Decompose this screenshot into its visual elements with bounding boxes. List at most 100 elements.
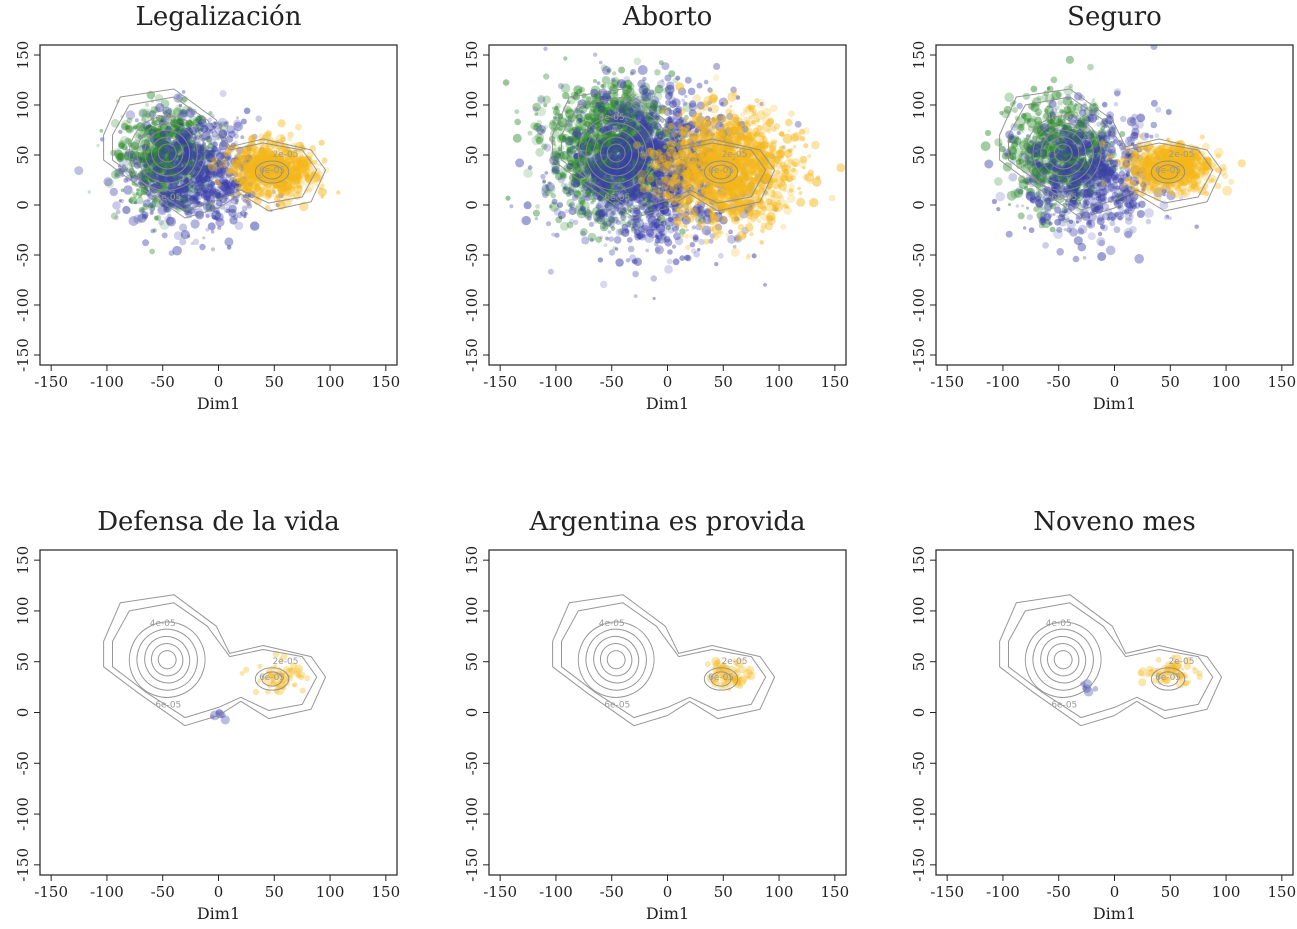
green-point: [142, 108, 152, 118]
yellow-point: [211, 156, 218, 164]
blue-point: [551, 232, 556, 237]
blue-point: [236, 116, 239, 120]
blue-point: [190, 174, 200, 185]
yellow-point: [268, 175, 277, 184]
blue-point: [166, 175, 175, 183]
green-point: [582, 100, 591, 109]
blue-point: [226, 173, 232, 179]
yellow-point: [285, 161, 291, 166]
green-point: [189, 142, 196, 149]
blue-point: [149, 201, 157, 208]
blue-point: [246, 200, 251, 205]
green-point: [648, 161, 652, 165]
green-point: [145, 102, 150, 107]
green-point: [177, 164, 181, 168]
yellow-point: [281, 160, 284, 164]
green-point: [133, 125, 138, 130]
blue-point: [619, 149, 628, 159]
blue-point: [599, 235, 603, 240]
blue-point: [190, 241, 194, 246]
blue-point: [212, 144, 216, 148]
blue-point: [664, 74, 672, 82]
blue-point: [637, 233, 645, 241]
yellow-point: [252, 145, 260, 154]
green-point: [128, 198, 133, 204]
blue-point: [664, 265, 673, 274]
yellow-point: [304, 176, 311, 183]
blue-point: [160, 148, 167, 155]
green-point: [138, 134, 142, 138]
yellow-point: [267, 166, 275, 174]
x-tick-label: 100: [316, 373, 345, 391]
green-point: [583, 165, 587, 170]
blue-point: [184, 188, 188, 192]
green-point: [132, 123, 140, 131]
green-point: [600, 83, 605, 88]
yellow-point: [244, 169, 250, 175]
blue-point: [228, 208, 237, 218]
blue-point: [118, 159, 129, 170]
blue-point: [229, 172, 233, 176]
green-point: [142, 203, 149, 211]
x-tick-label: -50: [151, 373, 175, 391]
yellow-point: [289, 186, 296, 193]
green-point: [203, 164, 213, 174]
yellow-point: [267, 157, 272, 162]
blue-point: [595, 102, 602, 109]
y-tick-label: -150: [14, 338, 32, 372]
blue-point: [214, 159, 222, 167]
blue-point: [196, 114, 203, 122]
yellow-point: [298, 155, 305, 161]
blue-point: [218, 160, 224, 166]
yellow-point: [246, 160, 256, 171]
green-point: [177, 109, 187, 119]
blue-point: [134, 118, 139, 123]
blue-point: [155, 103, 165, 113]
blue-point: [645, 95, 649, 99]
yellow-point: [225, 167, 233, 176]
blue-point: [191, 184, 197, 190]
x-tick-label: -150: [34, 373, 68, 391]
blue-point: [218, 190, 227, 199]
green-point: [535, 136, 544, 145]
yellow-point: [242, 171, 249, 177]
green-point: [138, 108, 148, 118]
blue-point: [243, 107, 251, 115]
green-point: [145, 113, 151, 119]
green-point: [149, 159, 158, 168]
green-point: [121, 122, 129, 131]
green-point: [163, 110, 168, 115]
blue-point: [626, 237, 633, 243]
yellow-point: [296, 186, 301, 190]
blue-point: [165, 140, 175, 150]
green-point: [110, 149, 117, 157]
yellow-point: [293, 183, 299, 189]
blue-point: [219, 165, 225, 171]
blue-point: [156, 183, 162, 190]
blue-point: [653, 122, 662, 131]
yellow-point: [231, 158, 239, 166]
green-point: [143, 163, 148, 169]
blue-point: [184, 189, 192, 197]
green-point: [593, 79, 597, 83]
yellow-point: [284, 148, 292, 156]
yellow-point: [262, 168, 270, 175]
green-point: [523, 168, 533, 178]
blue-point: [197, 121, 203, 126]
green-point: [168, 156, 172, 160]
green-point: [167, 168, 173, 174]
blue-point: [679, 255, 686, 261]
blue-point: [200, 184, 209, 193]
blue-point: [211, 146, 222, 156]
blue-point: [185, 197, 190, 202]
blue-point: [672, 258, 680, 266]
blue-point: [175, 134, 182, 141]
blue-point: [556, 202, 564, 209]
green-point: [178, 155, 182, 160]
yellow-point: [273, 167, 279, 172]
yellow-point: [237, 178, 243, 184]
green-point: [158, 148, 168, 158]
blue-point: [579, 111, 586, 117]
blue-point: [593, 52, 598, 57]
